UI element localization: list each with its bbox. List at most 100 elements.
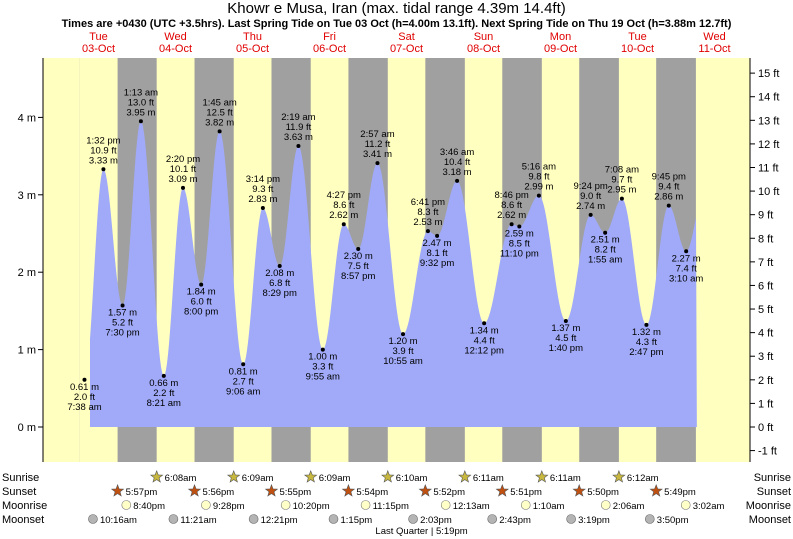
sunrise-time: 6:09am xyxy=(242,473,274,484)
day-name-label: Fri xyxy=(323,31,336,43)
high-tide-label: 4:27 pm xyxy=(327,190,361,201)
sunset-icon xyxy=(264,483,279,497)
tide-point xyxy=(120,303,125,308)
sunrise-icon xyxy=(612,469,626,483)
moonset-icon xyxy=(168,514,179,524)
tide-point xyxy=(619,196,624,201)
y-tick-label-ft: 5 ft xyxy=(758,304,773,316)
moonset-icon xyxy=(248,514,259,524)
row-label-right: Moonrise xyxy=(746,500,791,512)
moonrise-time: 2:06am xyxy=(613,501,645,512)
y-tick-label-ft: 9 ft xyxy=(758,210,773,222)
high-tide-label: 9:45 pm xyxy=(652,172,686,183)
low-tide-label: 12:12 pm xyxy=(464,345,504,356)
day-name-label: Sat xyxy=(398,31,415,43)
moonset-time: 2:43pm xyxy=(499,515,531,526)
low-tide-label: 1.20 m xyxy=(389,336,418,347)
tide-point xyxy=(217,129,222,134)
low-tide-label: 4.4 ft xyxy=(474,335,495,346)
sunrise-icon xyxy=(458,469,472,483)
low-tide-label: 8.5 ft xyxy=(509,239,530,250)
y-tick-label-ft: 12 ft xyxy=(758,139,779,151)
high-tide-label: 8:46 pm xyxy=(494,190,528,201)
day-name-label: Tue xyxy=(89,31,108,43)
tide-point xyxy=(138,119,143,124)
day-name-label: Sun xyxy=(474,31,494,43)
moonrise-icon xyxy=(360,500,371,510)
moonset-icon xyxy=(328,514,339,524)
low-tide-label: 9:55 am xyxy=(306,372,340,383)
tide-point xyxy=(684,249,689,254)
day-date-label: 10-Oct xyxy=(621,43,654,55)
low-tide-label: 1:40 pm xyxy=(549,343,583,354)
day-date-label: 05-Oct xyxy=(236,43,269,55)
moonset-icon xyxy=(408,514,418,524)
tide-point xyxy=(588,212,593,217)
sunset-time: 5:54pm xyxy=(356,487,388,498)
sunrise-time: 6:11am xyxy=(550,473,581,484)
tide-point xyxy=(82,377,87,382)
low-tide-label: 8:29 pm xyxy=(263,288,297,299)
high-tide-label: 8.3 ft xyxy=(417,207,438,218)
tide-point xyxy=(401,332,406,337)
chart-title: Khowr e Musa, Iran (max. tidal range 4.3… xyxy=(227,0,566,17)
row-label-right: Moonset xyxy=(749,514,791,526)
tide-point xyxy=(341,222,346,227)
sunset-time: 5:56pm xyxy=(203,487,235,498)
tide-point xyxy=(296,144,301,149)
tide-area xyxy=(90,121,697,428)
day-date-label: 08-Oct xyxy=(467,43,500,55)
row-label-left: Sunset xyxy=(2,486,36,498)
low-tide-label: 11:10 pm xyxy=(500,249,539,260)
high-tide-label: 9:24 pm xyxy=(573,181,607,192)
high-tide-label: 11.2 ft xyxy=(365,139,391,150)
y-tick-label-ft: 14 ft xyxy=(758,92,779,104)
high-tide-label: 9.7 ft xyxy=(611,175,632,186)
y-tick-label-ft: 0 ft xyxy=(758,422,773,434)
day-date-label: 09-Oct xyxy=(544,43,577,55)
sunrise-icon xyxy=(381,469,395,483)
low-tide-label: 4.5 ft xyxy=(555,333,576,344)
moonset-time: 10:16am xyxy=(100,515,137,526)
moonset-icon xyxy=(566,514,576,524)
tide-point xyxy=(199,282,204,287)
day-name-label: Wed xyxy=(164,31,186,43)
tide-point xyxy=(603,230,608,235)
high-tide-label: 2:20 pm xyxy=(166,154,200,165)
low-tide-label: 8:57 pm xyxy=(341,271,375,282)
y-tick-label-ft: -1 ft xyxy=(758,446,777,458)
moonrise-time: 10:20pm xyxy=(293,501,330,512)
sunrise-time: 6:09am xyxy=(319,473,351,484)
y-tick-label-ft: 2 ft xyxy=(758,375,773,387)
tide-point xyxy=(435,233,440,238)
y-tick-label-ft: 10 ft xyxy=(758,186,779,198)
sunrise-icon xyxy=(535,469,549,483)
tide-point xyxy=(277,264,282,269)
low-tide-label: 2.47 m xyxy=(423,238,452,249)
sunset-icon xyxy=(572,483,586,497)
sunset-time: 5:55pm xyxy=(279,487,311,498)
daylight-band xyxy=(695,58,750,462)
low-tide-label: 6.8 ft xyxy=(269,278,290,289)
daylight-band xyxy=(43,58,80,462)
sunrise-time: 6:10am xyxy=(396,473,428,484)
y-tick-label-ft: 13 ft xyxy=(758,115,779,127)
low-tide-label: 9:32 pm xyxy=(420,258,454,269)
high-tide-label: 9.4 ft xyxy=(658,182,679,193)
y-tick-label-m: 4 m xyxy=(18,112,36,124)
high-tide-label: 3:14 pm xyxy=(246,174,280,185)
low-tide-label: 7.4 ft xyxy=(676,263,697,274)
high-tide-label: 8.6 ft xyxy=(333,200,354,211)
low-tide-label: 2.08 m xyxy=(265,268,294,279)
sunset-icon xyxy=(649,483,663,497)
day-name-label: Tue xyxy=(628,31,647,43)
row-label-left: Moonrise xyxy=(2,500,47,512)
low-tide-label: 2:47 pm xyxy=(629,347,663,358)
high-tide-label: 10.4 ft xyxy=(444,157,471,168)
moonrise-time: 11:15pm xyxy=(373,501,409,512)
sunrise-icon xyxy=(149,469,164,483)
day-date-label: 11-Oct xyxy=(698,43,730,55)
low-tide-label: 6.0 ft xyxy=(191,297,212,308)
sunset-icon xyxy=(341,483,356,497)
moonrise-icon xyxy=(280,500,291,510)
